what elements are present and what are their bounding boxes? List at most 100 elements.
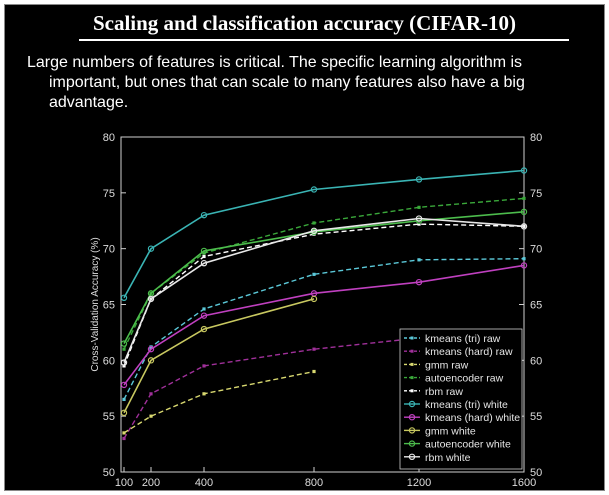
data-point <box>200 325 208 333</box>
data-point <box>415 215 423 222</box>
legend-entry-label: autoencoder raw <box>425 373 504 385</box>
data-point <box>120 381 128 389</box>
y-tick-label-left: 60 <box>103 355 115 367</box>
data-point <box>312 347 316 351</box>
y-tick-label-left: 65 <box>103 300 115 312</box>
legend-swatch-marker <box>408 427 416 434</box>
x-tick-label: 200 <box>142 477 160 489</box>
data-point <box>417 222 421 226</box>
data-point <box>120 340 128 347</box>
y-tick-label-right: 70 <box>530 244 542 256</box>
slide-title: Scaling and classification accuracy (CIF… <box>92 11 517 35</box>
legend-entry-label: kmeans (tri) white <box>425 399 508 411</box>
body-line-3: advantage. <box>49 94 129 111</box>
legend-entry-label: rbm white <box>425 452 471 464</box>
series-line-7 <box>123 264 525 386</box>
legend-entry-label: kmeans (hard) raw <box>425 346 513 358</box>
data-point <box>122 431 126 435</box>
legend-entry-label: kmeans (tri) raw <box>425 333 501 345</box>
data-point <box>122 347 126 351</box>
data-point <box>520 167 528 174</box>
data-point <box>122 436 126 441</box>
legend-entry-label: gmm raw <box>425 359 469 371</box>
x-tick-label: 1200 <box>407 477 431 489</box>
y-tick-label-left: 70 <box>103 244 115 256</box>
legend-box <box>399 328 523 470</box>
series-line-2 <box>123 337 420 439</box>
data-point <box>122 364 126 368</box>
data-point <box>522 257 526 261</box>
data-point <box>147 295 155 303</box>
body-line-2: important, but ones that can scale to ma… <box>49 74 525 91</box>
x-tick-label: 100 <box>115 477 133 489</box>
legend-swatch-marker <box>410 349 414 353</box>
series-line-4 <box>123 197 525 350</box>
data-point <box>200 247 208 255</box>
data-point <box>520 262 528 269</box>
y-tick-label-left: 80 <box>103 132 115 144</box>
series-line-6 <box>123 169 525 299</box>
data-point <box>312 369 316 374</box>
data-point <box>120 409 128 417</box>
legend-swatch-marker <box>408 414 416 421</box>
x-tick-label: 800 <box>305 477 323 489</box>
legend-entry-label: rbm raw <box>425 386 463 398</box>
data-point <box>200 259 208 267</box>
data-point <box>415 278 423 286</box>
accuracy-line-chart: 50 50 55 55 60 60 65 65 70 70 75 75 80 80 100 200 400 800… <box>90 132 542 489</box>
data-point <box>310 227 318 234</box>
data-point <box>149 392 153 396</box>
x-tick-label: 400 <box>195 477 213 489</box>
legend-entry-label: autoencoder white <box>425 439 511 451</box>
legend-entry-label: gmm white <box>425 425 476 437</box>
data-point <box>522 196 526 201</box>
body-line-1: Large numbers of features is critical. T… <box>27 54 523 71</box>
data-point <box>312 272 316 276</box>
data-point <box>310 186 318 193</box>
legend-swatch-marker <box>410 336 414 340</box>
data-point <box>415 176 423 183</box>
y-tick-label-right: 80 <box>530 132 542 144</box>
data-point <box>200 211 208 219</box>
series-line-3 <box>123 370 315 434</box>
legend-entry-label: kmeans (hard) white <box>425 412 520 424</box>
y-axis-label: Cross-Validation Accuracy (%) <box>90 237 101 371</box>
data-point <box>417 205 421 209</box>
data-point <box>522 224 526 228</box>
x-tick-label: 1600 <box>512 477 536 489</box>
y-tick-label-left: 75 <box>103 188 115 200</box>
data-point <box>520 223 528 230</box>
series-line-10 <box>123 217 525 363</box>
data-point <box>202 364 206 368</box>
data-point <box>310 295 318 303</box>
data-point <box>149 414 153 418</box>
data-point <box>147 245 155 252</box>
legend-swatch-marker <box>408 440 416 447</box>
y-tick-label-left: 55 <box>103 411 115 423</box>
slide: Scaling and classification accuracy (CIF… <box>4 4 605 491</box>
data-point <box>147 345 155 353</box>
data-point <box>200 312 208 319</box>
slide-body-text: Large numbers of features is critical. T… <box>27 53 597 113</box>
title-underline <box>79 39 569 41</box>
legend-swatch-marker <box>410 389 414 393</box>
data-point <box>417 258 421 262</box>
legend-swatch-marker <box>410 362 414 366</box>
data-point <box>120 359 128 366</box>
data-point <box>147 357 155 364</box>
data-point <box>202 254 206 259</box>
y-tick-label-left: 50 <box>103 467 115 479</box>
data-point <box>520 208 528 216</box>
y-tick-label-right: 50 <box>530 467 542 479</box>
legend-swatch-marker <box>408 400 416 408</box>
y-tick-label-right: 60 <box>530 355 542 367</box>
data-point <box>122 397 126 402</box>
legend-swatch-marker <box>410 376 414 380</box>
y-tick-label-right: 75 <box>530 188 542 200</box>
data-point <box>120 294 128 301</box>
y-tick-label-right: 65 <box>530 300 542 312</box>
data-point <box>312 221 316 225</box>
series-line-8 <box>123 298 315 414</box>
legend-swatch-marker <box>408 453 416 460</box>
y-tick-label-right: 55 <box>530 411 542 423</box>
